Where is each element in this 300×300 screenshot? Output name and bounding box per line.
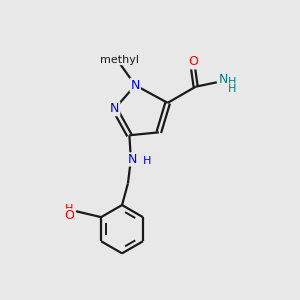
Text: H: H [65, 204, 74, 214]
Text: H: H [228, 84, 236, 94]
Text: N: N [128, 153, 137, 166]
Text: methyl: methyl [100, 55, 139, 64]
Text: H: H [228, 77, 236, 87]
Text: O: O [65, 209, 75, 222]
Text: N: N [130, 79, 140, 92]
Text: H: H [143, 156, 152, 166]
Text: methyl: methyl [118, 61, 123, 62]
Text: methyl: methyl [117, 60, 122, 61]
Text: O: O [188, 56, 198, 68]
Text: N: N [218, 73, 228, 86]
Text: N: N [110, 102, 119, 115]
